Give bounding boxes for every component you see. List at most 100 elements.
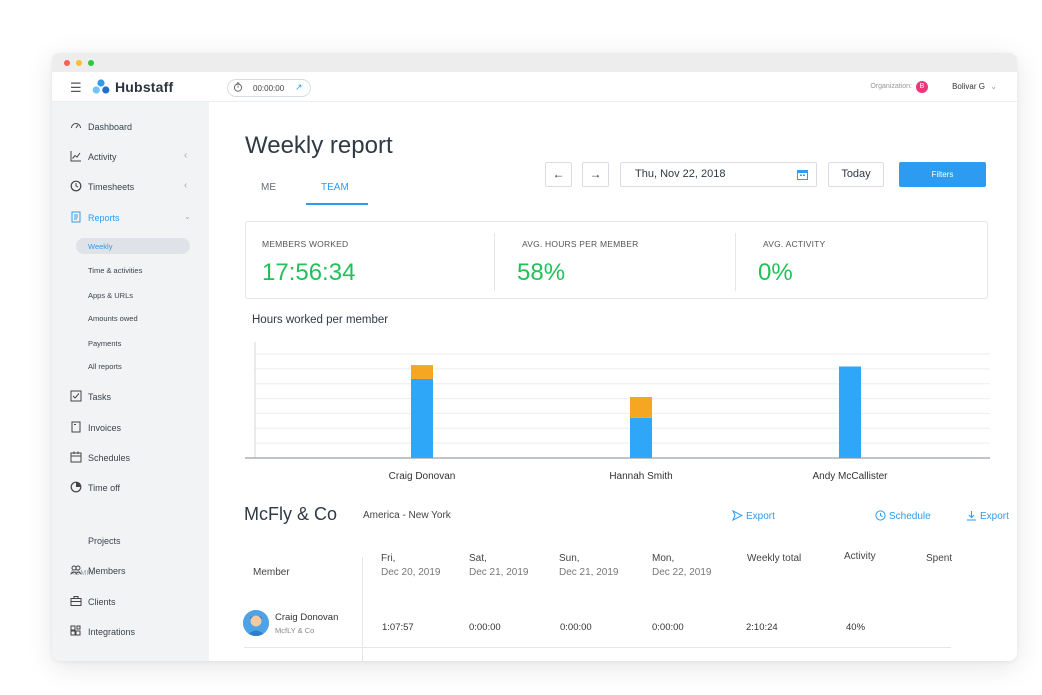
sidebar-item-label: Clients	[88, 597, 116, 607]
divider	[494, 233, 495, 291]
sidebar-item-schedules[interactable]: Schedules	[52, 447, 209, 469]
export-button[interactable]: Export	[732, 510, 775, 522]
sidebar-item-label: Projects	[88, 536, 121, 546]
avatar	[243, 610, 269, 636]
send-icon	[732, 510, 743, 521]
export-label: Export	[980, 511, 1009, 522]
column-header-weekly-total: Weekly total	[747, 553, 802, 564]
sidebar-subitem-amounts-owed[interactable]: Amounts owed	[88, 314, 138, 323]
timer-value: 00:00:00	[253, 84, 285, 93]
page-title: Weekly report	[245, 132, 393, 159]
tab-team[interactable]: TEAM	[321, 182, 349, 193]
sidebar-item-clients[interactable]: Clients	[52, 591, 209, 613]
sidebar-item-label: Schedules	[88, 453, 131, 463]
column-header-activity: Activity	[844, 551, 876, 562]
download-export-button[interactable]: Export	[966, 510, 1009, 522]
sidebar-subitem-apps-urls[interactable]: Apps & URLs	[88, 291, 134, 300]
sidebar-subitem-weekly[interactable]: Weekly	[76, 238, 190, 254]
column-header-date: Dec 22, 2019	[652, 567, 712, 578]
tab-me[interactable]: ME	[261, 182, 276, 193]
sidebar-subitem-payments[interactable]: Payments	[88, 339, 122, 348]
user-name: Bolivar G	[952, 82, 985, 91]
divider	[735, 233, 736, 291]
sidebar-item-timesheets[interactable]: Timesheets ‹	[52, 176, 209, 198]
stat-label: AVG. ACTIVITY	[763, 239, 826, 249]
open-timer-icon[interactable]: ↗	[295, 82, 303, 92]
timezone-label: America - New York	[363, 510, 451, 521]
sidebar-subitem-time-activities[interactable]: Time & activities	[88, 266, 143, 275]
chart-bar-base	[411, 378, 433, 458]
briefcase-icon	[70, 596, 82, 606]
chart-bar-base	[839, 366, 861, 458]
sidebar-item-time-off[interactable]: Time off	[52, 477, 209, 499]
clock-icon	[70, 180, 82, 192]
prev-week-button[interactable]: ←	[545, 162, 572, 187]
maximize-dot[interactable]	[88, 60, 94, 66]
member-company: McfLY & Co	[275, 626, 315, 635]
member-name[interactable]: Craig Donovan	[275, 612, 339, 623]
dashboard-icon	[71, 123, 81, 129]
sidebar-item-projects[interactable]: Projects	[52, 530, 209, 552]
sidebar-item-invoices[interactable]: Invoices	[52, 417, 209, 439]
org-label: Organization:	[870, 83, 912, 90]
cell-sat: 0:00:00	[469, 622, 501, 633]
column-header-sat: Sat, Dec 21, 2019	[469, 552, 529, 580]
column-header-day: Mon,	[652, 553, 675, 564]
column-header-spent: Spent	[926, 553, 953, 564]
export-label: Export	[746, 511, 775, 522]
sidebar-item-integrations[interactable]: Integrations	[52, 621, 209, 643]
timer-widget[interactable]: 00:00:00 ↗	[227, 79, 311, 97]
hours-chart: Craig Donovan Hannah Smith Andy McCalliste…	[245, 342, 990, 482]
cell-fri: 1:07:57	[382, 622, 414, 633]
checkbox-icon	[70, 390, 82, 402]
stat-label: AVG. HOURS PER MEMBER	[522, 239, 639, 249]
chart-bar-extra	[630, 396, 652, 418]
integrations-icon	[70, 625, 81, 636]
date-picker[interactable]: Thu, Nov 22, 2018	[620, 162, 817, 187]
filters-button[interactable]: Filters	[899, 162, 986, 187]
main-content: Weekly report ME TEAM ← → Thu, Nov 22, 2…	[209, 102, 1017, 661]
sidebar-item-label: Reports	[88, 213, 120, 223]
calendar-icon	[70, 451, 82, 463]
next-week-button[interactable]: →	[582, 162, 609, 187]
sidebar-item-tasks[interactable]: Tasks	[52, 386, 209, 408]
admin-section-label: ADMIN	[70, 570, 95, 577]
menu-icon[interactable]: ☰	[70, 80, 82, 95]
sidebar-item-label: Dashboard	[88, 122, 133, 132]
close-dot[interactable]	[64, 60, 70, 66]
cell-activity: 40%	[846, 622, 866, 633]
member-avatar-icon	[243, 610, 269, 636]
avatar: B	[916, 81, 928, 93]
invoice-icon	[71, 421, 81, 433]
stat-label: MEMBERS WORKED	[262, 239, 349, 249]
column-header-member: Member	[253, 567, 290, 578]
sidebar-item-activity[interactable]: Activity ‹	[52, 146, 209, 168]
minimize-dot[interactable]	[76, 60, 82, 66]
stat-value: 58%	[517, 259, 566, 286]
cell-sun: 0:00:00	[560, 622, 592, 633]
title-bar	[52, 53, 1017, 72]
sidebar-subitem-all-reports[interactable]: All reports	[88, 362, 122, 371]
chevron-down-icon: ⌄	[990, 82, 997, 91]
chart-bar-base	[630, 417, 652, 458]
hubstaff-logo-icon	[92, 79, 110, 94]
sidebar: Dashboard Activity ‹ Timesheets ‹ Report…	[52, 102, 209, 661]
clock-icon	[875, 510, 886, 521]
brand-name[interactable]: Hubstaff	[115, 79, 174, 95]
app-header: ☰ Hubstaff 00:00:00 ↗ Organization: B Bo…	[52, 72, 1017, 102]
sidebar-item-members[interactable]: Members	[52, 560, 209, 582]
schedule-button[interactable]: Schedule	[875, 510, 931, 522]
sidebar-item-label: Time off	[88, 483, 121, 493]
sidebar-item-label: Integrations	[88, 627, 136, 637]
cell-weekly-total: 2:10:24	[746, 622, 778, 633]
chevron-left-icon: ‹	[184, 180, 188, 191]
chevron-left-icon: ‹	[184, 150, 188, 161]
chart-bar-extra	[411, 365, 433, 379]
hours-chart-svg: Craig Donovan Hannah Smith Andy McCalliste…	[245, 342, 990, 482]
stopwatch-icon	[233, 82, 243, 92]
sidebar-item-dashboard[interactable]: Dashboard	[52, 116, 209, 138]
cell-mon: 0:00:00	[652, 622, 684, 633]
sidebar-item-label: Invoices	[88, 423, 122, 433]
today-button[interactable]: Today	[828, 162, 884, 187]
sidebar-item-reports[interactable]: Reports ⌄	[52, 207, 209, 229]
